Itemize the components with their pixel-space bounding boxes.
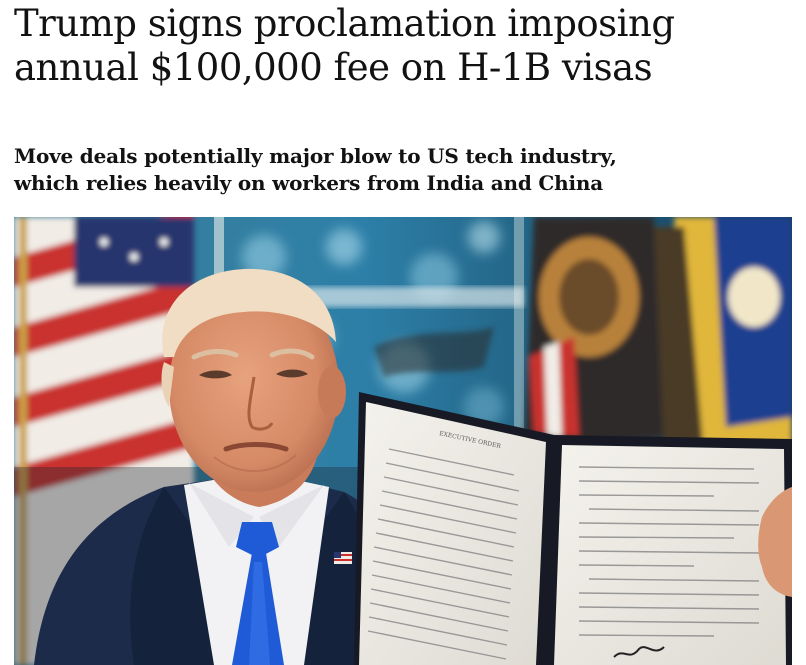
document-text-lines-left [367, 448, 520, 660]
hand [758, 487, 792, 597]
standfirst-line-1: Move deals potentially major blow to US … [14, 144, 617, 168]
hair [162, 268, 336, 357]
article-headline: Trump signs proclamation imposing annual… [14, 2, 794, 90]
document-text-lines-right [578, 466, 760, 637]
article-standfirst: Move deals potentially major blow to US … [14, 143, 794, 197]
signed-order-folder: EXECUTIVE ORDER [354, 392, 792, 665]
document-left-page [359, 402, 546, 665]
lead-photo-illustration: EXECUTIVE ORDER [14, 217, 792, 665]
necktie [236, 522, 279, 555]
background-flags-right [524, 217, 792, 457]
signature [613, 646, 665, 658]
lead-photo: EXECUTIVE ORDER [14, 217, 792, 665]
document-right-page [554, 445, 786, 665]
headline-line-1: Trump signs proclamation imposing [14, 2, 675, 45]
person [34, 268, 424, 665]
flag-pin-icon [334, 552, 352, 564]
face [169, 282, 339, 492]
headline-line-2: annual $100,000 fee on H-1B visas [14, 46, 653, 89]
standfirst-line-2: which relies heavily on workers from Ind… [14, 171, 603, 195]
